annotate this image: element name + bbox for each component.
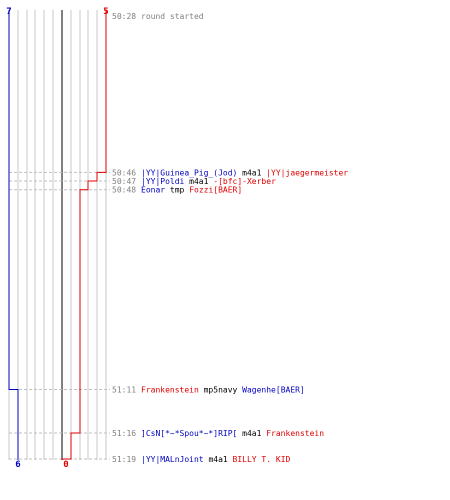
team-a-start-count: 7 [6, 7, 11, 17]
team-step-lines [8, 10, 107, 460]
team-a-alive-line [8, 10, 19, 460]
event-timestamp: 50:47 [112, 177, 136, 186]
kill-event-text: ]CsN[*~*Spou*~*]RIP[ m4a1 Frankenstein [141, 429, 324, 438]
team-a-player: Wagenhe[BAER] [242, 386, 305, 395]
kill-event-text: Eonar tmp Fozzi[BAER] [141, 186, 242, 195]
event-timestamp: 50:48 [112, 186, 136, 195]
team-a-player: ]CsN[*~*Spou*~*]RIP[ [141, 429, 237, 438]
team-a-end-count: 6 [15, 460, 20, 470]
team-b-player: Frankenstein [266, 429, 324, 438]
event-detail: m4a1 [237, 429, 266, 438]
event-timestamp: 50:46 [112, 168, 136, 177]
event-guide-lines [9, 171, 110, 460]
team-b-alive-line [61, 10, 107, 460]
team-a-player: |YY|Guinea_Pig_(Jod) [141, 168, 237, 177]
kill-event-text: |YY|Poldi m4a1 -[bfc]-Xerber [141, 177, 276, 186]
kill-event-text: Frankenstein mp5navy Wagenhe[BAER] [141, 386, 305, 395]
team-b-player: Fozzi[BAER] [189, 186, 242, 195]
team-b-player: BILLY T. KID [233, 455, 291, 464]
team-b-player: Frankenstein [141, 386, 199, 395]
event-detail: mp5navy [199, 386, 242, 395]
player-count-grid [8, 10, 107, 460]
team-b-end-count: 0 [63, 460, 68, 470]
event-timestamp: 51:16 [112, 429, 136, 438]
kill-event-text: |YY|MALnJoint m4a1 BILLY T. KID [141, 455, 291, 464]
event-detail: tmp [165, 186, 189, 195]
event-timestamp: 51:19 [112, 455, 136, 464]
team-a-player: |YY|Poldi [141, 177, 185, 186]
event-detail: m4a1 [204, 455, 233, 464]
team-count-labels: 7 5 6 0 [6, 7, 108, 470]
team-a-player: Eonar [141, 186, 165, 195]
team-b-player: -[bfc]-Xerber [213, 177, 276, 186]
team-b-player: |YY|jaegermeister [266, 168, 348, 177]
team-a-player: |YY|MALnJoint [141, 455, 204, 464]
event-detail: m4a1 [237, 168, 266, 177]
event-detail: m4a1 [184, 177, 213, 186]
kill-event-text: |YY|Guinea_Pig_(Jod) m4a1 |YY|jaegermeis… [141, 168, 348, 177]
event-detail: round started [141, 12, 204, 21]
team-b-start-count: 5 [103, 7, 108, 17]
round-start-label: round started [141, 12, 204, 21]
event-timestamp: 51:11 [112, 386, 136, 395]
event-log: 50:28 round started 50:46 |YY|Guinea_Pig_(J… [112, 12, 348, 464]
event-timestamp: 50:28 [112, 12, 136, 21]
